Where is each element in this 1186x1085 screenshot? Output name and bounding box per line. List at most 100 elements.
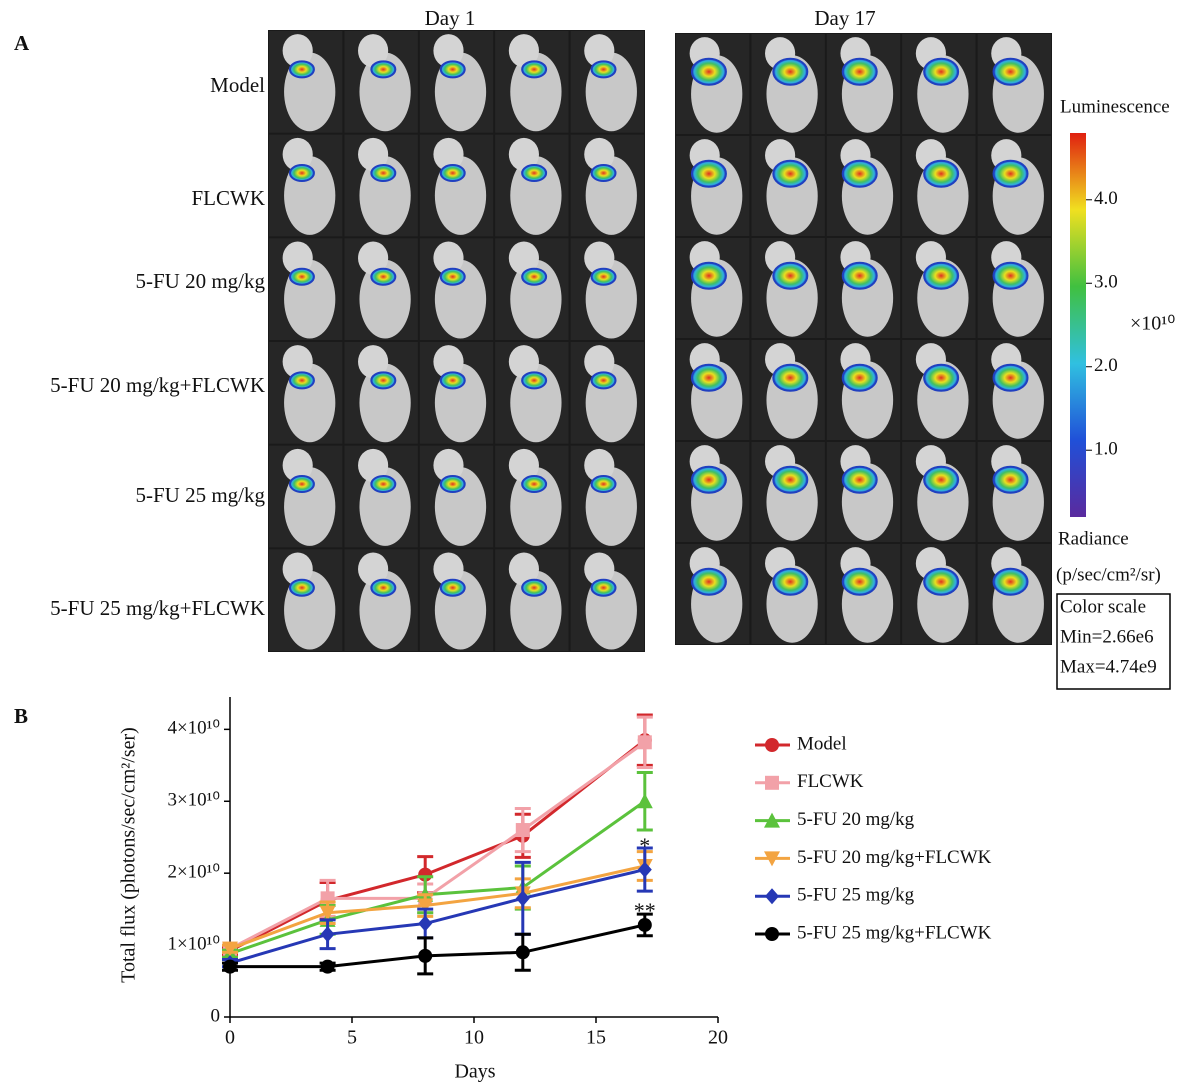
- mouse-head: [433, 241, 464, 275]
- mouse-head: [508, 448, 539, 482]
- marker: [223, 959, 237, 974]
- signal: [690, 567, 727, 596]
- mouse-head: [508, 241, 539, 275]
- marker: [636, 793, 653, 809]
- signal: [772, 261, 809, 290]
- marker: [320, 959, 335, 974]
- marker: [418, 915, 433, 932]
- signal: [439, 267, 466, 286]
- colorbar-tick-label: 2.0: [1094, 355, 1118, 376]
- legend-marker: [764, 851, 780, 867]
- marker: [515, 823, 530, 838]
- colorbar-multiplier: ×10¹⁰: [1130, 313, 1175, 335]
- mouse-head: [508, 552, 539, 586]
- group-label: 5-FU 20 mg/kg: [135, 269, 265, 293]
- marker: [515, 945, 530, 960]
- colorbar-tick-label: 1.0: [1094, 439, 1118, 460]
- series-line: [229, 800, 646, 956]
- signal: [370, 164, 397, 183]
- signal: [521, 60, 548, 79]
- mouse-head: [282, 345, 313, 379]
- signal: [841, 567, 878, 596]
- signal: [370, 60, 397, 79]
- series-line: [229, 864, 646, 951]
- signal: [590, 164, 617, 183]
- marker: [222, 941, 238, 957]
- mouse-head: [358, 448, 389, 482]
- mouse-head: [508, 345, 539, 379]
- mouse-head: [282, 552, 313, 586]
- signal: [690, 363, 727, 392]
- mouse-head: [584, 34, 615, 68]
- signal: [370, 578, 397, 597]
- signal: [590, 60, 617, 79]
- x-tick-label: 15: [586, 1027, 606, 1049]
- signal: [590, 578, 617, 597]
- marker: [319, 905, 336, 921]
- signal: [439, 475, 466, 494]
- signal: [521, 475, 548, 494]
- signal: [992, 261, 1029, 290]
- marker: [320, 926, 335, 943]
- signal: [992, 57, 1029, 86]
- legend-marker: [765, 888, 779, 905]
- x-tick-label: 5: [347, 1027, 357, 1049]
- mouse-head: [282, 448, 313, 482]
- signal: [370, 475, 397, 494]
- colorbar-unit-title: Radiance: [1058, 528, 1129, 549]
- mouse-head: [508, 34, 539, 68]
- signal: [841, 159, 878, 188]
- mouse-head: [584, 241, 615, 275]
- group-label: 5-FU 25 mg/kg+FLCWK: [50, 596, 265, 620]
- mouse-images: [268, 30, 1052, 652]
- mouse-head: [358, 34, 389, 68]
- signal: [772, 363, 809, 392]
- signal: [841, 363, 878, 392]
- signal: [841, 57, 878, 86]
- y-tick-label: 4×10¹⁰: [167, 718, 220, 739]
- column-header: Day 17: [814, 6, 875, 30]
- mouse-head: [584, 345, 615, 379]
- marker: [637, 735, 652, 750]
- legend-marker: [765, 738, 779, 752]
- signal: [439, 164, 466, 183]
- signal: [772, 159, 809, 188]
- colorbar-tick-label: 4.0: [1094, 188, 1118, 209]
- mouse-head: [433, 345, 464, 379]
- annotation: *: [639, 833, 650, 858]
- mouse-head: [433, 552, 464, 586]
- signal: [521, 578, 548, 597]
- signal: [590, 475, 617, 494]
- mouse-head: [584, 552, 615, 586]
- scale-box-text: Color scale: [1060, 596, 1146, 617]
- y-axis-label: Total flux (photons/sec/cm²/ser): [118, 727, 140, 983]
- legend-label: Model: [797, 733, 847, 754]
- mouse-head: [358, 345, 389, 379]
- x-axis-label: Days: [454, 1061, 495, 1083]
- signal: [288, 60, 315, 79]
- signal: [370, 371, 397, 390]
- x-tick-label: 10: [464, 1027, 484, 1049]
- legend-label: 5-FU 25 mg/kg+FLCWK: [797, 922, 992, 943]
- legend-label: 5-FU 20 mg/kg+FLCWK: [797, 847, 992, 868]
- signal: [992, 567, 1029, 596]
- y-tick-label: 1×10¹⁰: [167, 933, 220, 954]
- signal: [690, 159, 727, 188]
- y-tick-label: 3×10¹⁰: [167, 790, 220, 811]
- y-tick-label: 0: [211, 1005, 221, 1026]
- group-label: FLCWK: [192, 186, 266, 210]
- legend-marker: [765, 775, 779, 790]
- x-tick-label: 0: [225, 1027, 235, 1049]
- mouse-head: [282, 137, 313, 171]
- mouse-head: [433, 34, 464, 68]
- mouse-head: [358, 552, 389, 586]
- colorbar-unit: (p/sec/cm²/sr): [1056, 564, 1161, 585]
- group-label: Model: [210, 73, 265, 97]
- signal: [841, 465, 878, 494]
- signal: [370, 267, 397, 286]
- group-label: 5-FU 20 mg/kg+FLCWK: [50, 373, 265, 397]
- legend-label: 5-FU 20 mg/kg: [797, 809, 915, 830]
- signal: [590, 267, 617, 286]
